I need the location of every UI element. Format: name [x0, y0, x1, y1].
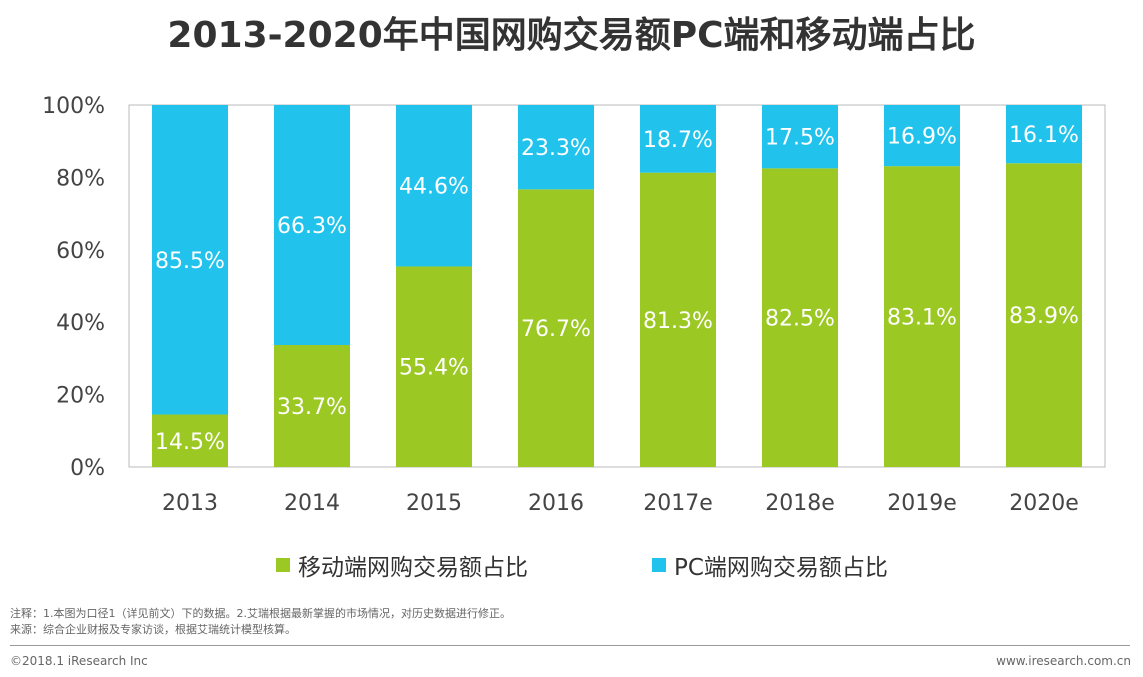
- bar-mobile: [762, 168, 838, 467]
- chart-title: 2013-2020年中国网购交易额PC端和移动端占比: [167, 15, 976, 56]
- chart-legend: 移动端网购交易额占比 PC端网购交易额占比: [0, 548, 1143, 581]
- legend-item-pc: PC端网购交易额占比: [652, 548, 888, 582]
- y-tick-label: 60%: [56, 239, 105, 264]
- x-tick-label: 2018e: [765, 491, 835, 516]
- x-tick-label: 2013: [162, 491, 218, 516]
- note-line-2: 来源：综合企业财报及专家访谈，根据艾瑞统计模型核算。: [10, 623, 296, 636]
- plot-frame: [128, 104, 1106, 468]
- data-label-pc: 16.1%: [1009, 123, 1079, 148]
- data-label-pc: 23.3%: [521, 136, 591, 161]
- data-label-mobile: 76.7%: [521, 317, 591, 342]
- y-tick-label: 0%: [70, 456, 105, 481]
- y-tick-label: 40%: [56, 311, 105, 336]
- footer-website: www.iresearch.com.cn: [996, 654, 1131, 668]
- y-tick-label: 80%: [56, 166, 105, 191]
- y-tick-label: 20%: [56, 384, 105, 409]
- footer-divider: [10, 645, 1130, 646]
- data-label-pc: 66.3%: [277, 214, 347, 239]
- bar-mobile: [152, 414, 228, 467]
- x-tick-label: 2016: [528, 491, 584, 516]
- stacked-bar-chart: 0% 20% 40% 60% 80% 100% 14.5% 85.5% 2013 33.7% 66.…: [42, 94, 1106, 516]
- data-label-mobile: 81.3%: [643, 309, 713, 334]
- data-label-pc: 16.9%: [887, 125, 957, 150]
- data-label-pc: 18.7%: [643, 128, 713, 153]
- data-label-mobile: 14.5%: [155, 430, 225, 455]
- bar-pc: [518, 105, 594, 190]
- bar-mobile: [1006, 163, 1082, 468]
- data-label-mobile: 83.1%: [887, 306, 957, 331]
- legend-item-mobile: 移动端网购交易额占比: [276, 548, 528, 582]
- note-line-1: 注释：1.本图为口径1（详见前文）下的数据。2.艾瑞根据最新掌握的市场情况，对历…: [10, 607, 511, 620]
- data-label-mobile: 33.7%: [277, 395, 347, 420]
- data-label-mobile: 83.9%: [1009, 304, 1079, 329]
- x-tick-label: 2015: [406, 491, 462, 516]
- x-tick-label: 2019e: [887, 491, 957, 516]
- bar-mobile: [640, 172, 716, 467]
- legend-label-pc: PC端网购交易额占比: [674, 555, 888, 581]
- bar-pc: [396, 105, 472, 267]
- bar-mobile: [884, 166, 960, 468]
- bar-pc: [762, 105, 838, 169]
- data-label-pc: 44.6%: [399, 175, 469, 200]
- legend-label-mobile: 移动端网购交易额占比: [298, 555, 528, 581]
- bar-pc: [152, 105, 228, 415]
- data-label-mobile: 55.4%: [399, 356, 469, 381]
- data-label-pc: 85.5%: [155, 249, 225, 274]
- bar-mobile: [518, 189, 594, 467]
- footer-copyright: ©2018.1 iResearch Inc: [10, 654, 148, 668]
- bar-pc: [1006, 105, 1082, 164]
- y-tick-label: 100%: [42, 94, 105, 119]
- legend-swatch-pc: [652, 558, 666, 572]
- bar-pc: [274, 105, 350, 346]
- chart-notes: 注释：1.本图为口径1（详见前文）下的数据。2.艾瑞根据最新掌握的市场情况，对历…: [10, 606, 511, 638]
- bar-pc: [640, 105, 716, 173]
- x-tick-label: 2014: [284, 491, 340, 516]
- legend-swatch-mobile: [276, 558, 290, 572]
- bar-mobile: [274, 345, 350, 467]
- x-tick-label: 2017e: [643, 491, 713, 516]
- data-label-mobile: 82.5%: [765, 307, 835, 332]
- bar-mobile: [396, 266, 472, 467]
- x-tick-label: 2020e: [1009, 491, 1079, 516]
- bar-pc: [884, 105, 960, 167]
- data-label-pc: 17.5%: [765, 126, 835, 151]
